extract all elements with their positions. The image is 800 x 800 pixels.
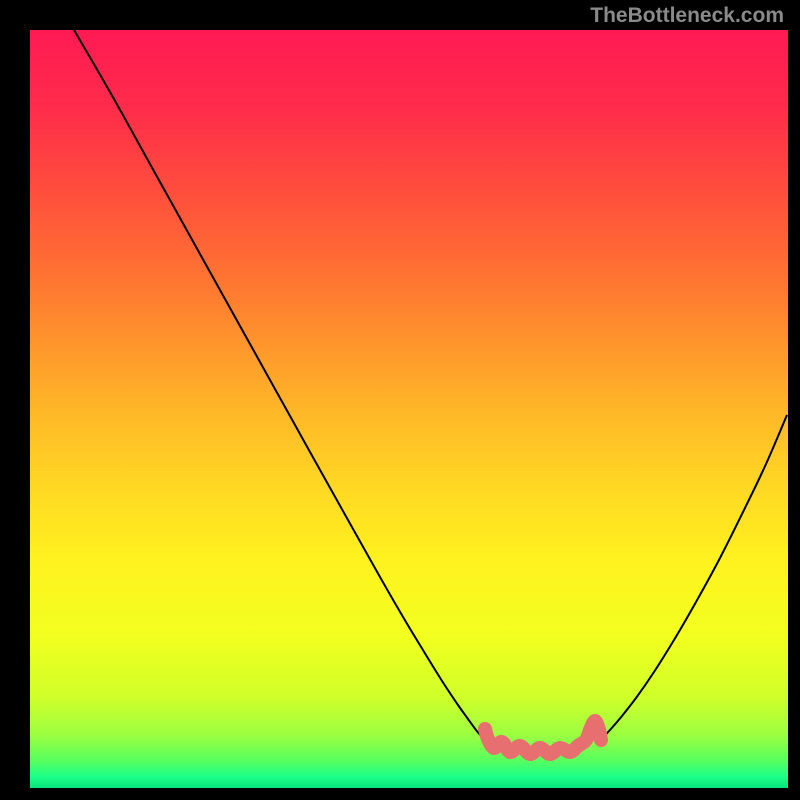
frame-border <box>0 0 30 800</box>
frame-border <box>0 788 800 800</box>
frame-border <box>788 0 800 800</box>
attribution-text: TheBottleneck.com <box>590 4 784 28</box>
bottom-squiggle <box>485 721 601 754</box>
curve-right <box>596 415 787 743</box>
plot-area <box>30 30 788 788</box>
curve-left <box>74 30 489 745</box>
